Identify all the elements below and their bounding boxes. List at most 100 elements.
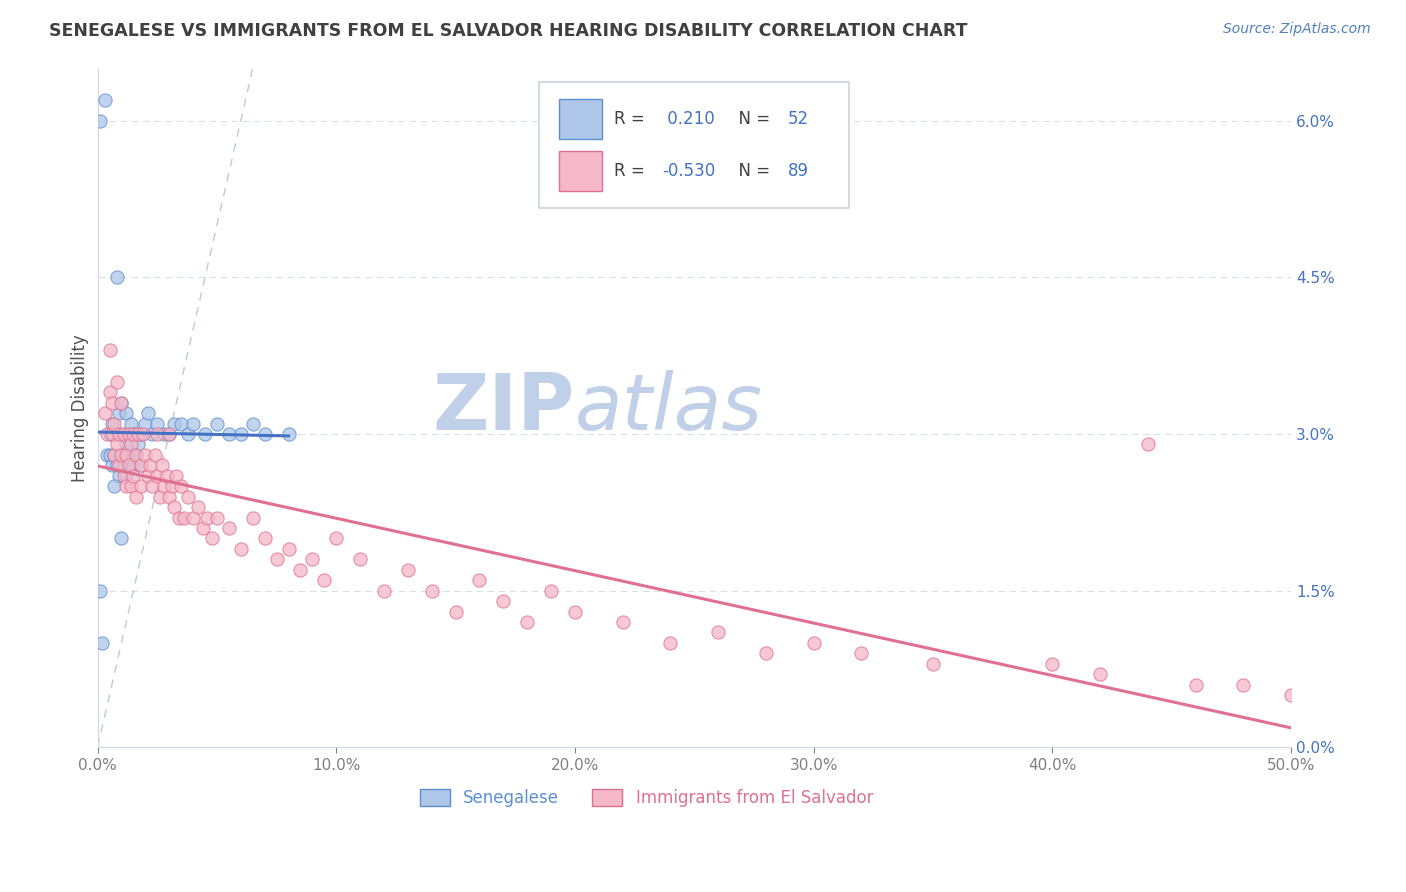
Point	[163, 417, 186, 431]
Point	[122, 458, 145, 473]
Point	[191, 521, 214, 535]
Point	[115, 468, 138, 483]
Point	[1040, 657, 1063, 671]
Point	[141, 479, 163, 493]
Point	[139, 458, 162, 473]
Point	[420, 583, 443, 598]
Point	[143, 448, 166, 462]
Point	[112, 458, 135, 473]
Point	[103, 448, 125, 462]
Point	[177, 490, 200, 504]
Point	[922, 657, 945, 671]
Point	[101, 395, 124, 409]
Point	[1184, 678, 1206, 692]
Point	[105, 437, 128, 451]
Point	[134, 417, 156, 431]
Point	[157, 490, 180, 504]
Point	[129, 479, 152, 493]
Point	[120, 479, 142, 493]
Point	[157, 427, 180, 442]
Point	[707, 625, 730, 640]
Point	[612, 615, 634, 629]
Point	[101, 417, 124, 431]
Point	[146, 427, 169, 442]
Point	[125, 448, 148, 462]
Point	[181, 417, 204, 431]
Point	[277, 427, 299, 442]
FancyBboxPatch shape	[538, 82, 849, 208]
Point	[129, 458, 152, 473]
Text: -0.530: -0.530	[662, 162, 716, 180]
Point	[110, 532, 132, 546]
Text: ZIP: ZIP	[433, 370, 575, 446]
Point	[173, 510, 195, 524]
Point	[96, 427, 118, 442]
Point	[89, 113, 111, 128]
Point	[659, 636, 682, 650]
Point	[156, 468, 179, 483]
Point	[253, 532, 276, 546]
Point	[165, 468, 187, 483]
Point	[98, 448, 121, 462]
Legend: Senegalese, Immigrants from El Salvador: Senegalese, Immigrants from El Salvador	[413, 782, 880, 814]
Point	[266, 552, 288, 566]
Text: 52: 52	[787, 110, 808, 128]
Point	[120, 458, 142, 473]
Point	[112, 468, 135, 483]
Point	[105, 375, 128, 389]
Text: R =: R =	[614, 110, 651, 128]
Point	[1088, 667, 1111, 681]
Point	[120, 437, 142, 451]
Text: Source: ZipAtlas.com: Source: ZipAtlas.com	[1223, 22, 1371, 37]
Point	[1136, 437, 1159, 451]
Point	[187, 500, 209, 515]
Point	[115, 437, 138, 451]
Point	[127, 437, 149, 451]
Text: N =: N =	[728, 162, 775, 180]
Point	[149, 490, 172, 504]
Point	[110, 448, 132, 462]
Point	[136, 406, 159, 420]
Point	[163, 500, 186, 515]
Point	[242, 510, 264, 524]
Point	[108, 458, 131, 473]
Point	[103, 479, 125, 493]
Point	[564, 605, 586, 619]
Point	[115, 448, 138, 462]
Point	[115, 406, 138, 420]
Point	[349, 552, 371, 566]
Text: 89: 89	[787, 162, 808, 180]
Point	[177, 427, 200, 442]
Point	[127, 427, 149, 442]
Point	[290, 563, 312, 577]
Point	[218, 521, 240, 535]
Point	[110, 395, 132, 409]
Point	[91, 636, 114, 650]
Point	[141, 427, 163, 442]
Point	[150, 458, 173, 473]
Text: SENEGALESE VS IMMIGRANTS FROM EL SALVADOR HEARING DISABILITY CORRELATION CHART: SENEGALESE VS IMMIGRANTS FROM EL SALVADO…	[49, 22, 967, 40]
Point	[201, 532, 224, 546]
Point	[105, 458, 128, 473]
Point	[89, 583, 111, 598]
Point	[181, 510, 204, 524]
Point	[98, 343, 121, 358]
Point	[117, 427, 139, 442]
Point	[396, 563, 419, 577]
Point	[1279, 688, 1302, 702]
Text: atlas: atlas	[575, 370, 763, 446]
Point	[160, 479, 183, 493]
Point	[229, 427, 252, 442]
Point	[468, 574, 491, 588]
Point	[105, 270, 128, 285]
Point	[218, 427, 240, 442]
Point	[101, 427, 124, 442]
Point	[110, 448, 132, 462]
Point	[492, 594, 515, 608]
Point	[153, 427, 176, 442]
Point	[803, 636, 825, 650]
FancyBboxPatch shape	[560, 151, 602, 191]
Point	[122, 427, 145, 442]
Point	[277, 541, 299, 556]
Point	[98, 427, 121, 442]
